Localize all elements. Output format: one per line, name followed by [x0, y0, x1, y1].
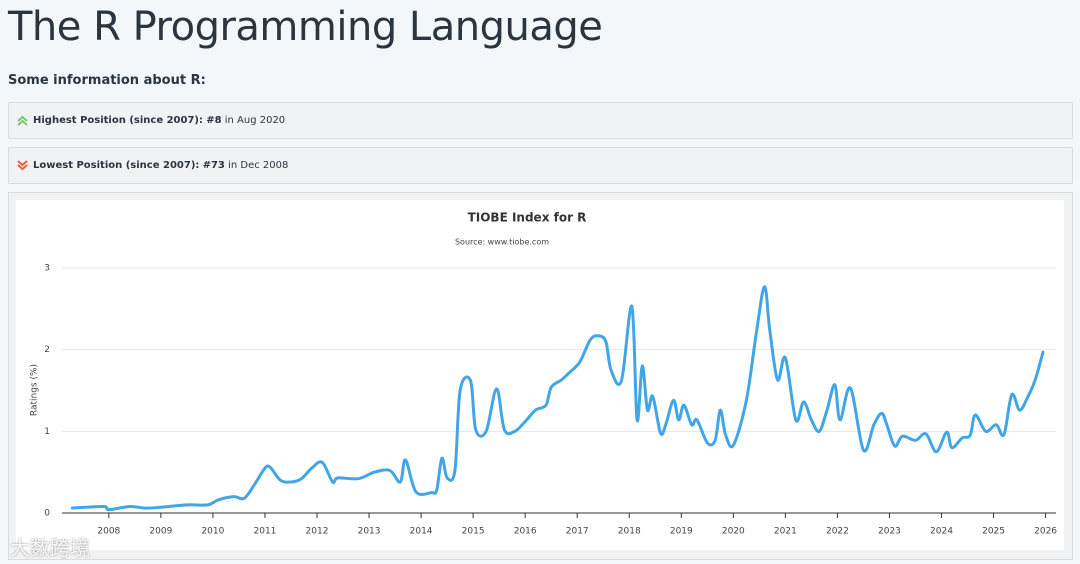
info-label: Lowest Position (since 2007):: [33, 160, 200, 171]
x-tick-label: 2011: [254, 527, 277, 537]
chart: TIOBE Index for R Source: www.tiobe.com …: [16, 200, 1064, 550]
x-tick-label: 2010: [201, 527, 224, 537]
info-value: #8: [206, 115, 222, 126]
x-tick-label: 2009: [149, 527, 172, 537]
info-value: #73: [202, 160, 225, 171]
info-label: Highest Position (since 2007):: [33, 115, 203, 126]
info-detail: in Dec 2008: [228, 160, 289, 171]
info-text: Highest Position (since 2007): #8 in Aug…: [33, 103, 285, 138]
x-tick-label: 2024: [930, 527, 953, 537]
x-tick-label: 2022: [826, 527, 849, 537]
x-tick-label: 2018: [618, 527, 641, 537]
x-tick-label: 2023: [878, 527, 901, 537]
down-icon: [17, 160, 28, 171]
y-tick-label: 2: [44, 345, 50, 355]
y-tick-label: 3: [44, 264, 50, 274]
x-tick-label: 2021: [774, 527, 797, 537]
x-tick-label: 2014: [410, 527, 433, 537]
y-tick-label: 1: [44, 427, 50, 437]
info-box: Highest Position (since 2007): #8 in Aug…: [8, 102, 1073, 139]
chart-subtitle: Source: www.tiobe.com: [455, 238, 549, 247]
info-box: Lowest Position (since 2007): #73 in Dec…: [8, 147, 1073, 184]
up-icon: [17, 115, 28, 126]
x-tick-label: 2012: [306, 527, 329, 537]
x-tick-label: 2019: [670, 527, 693, 537]
x-tick-label: 2013: [358, 527, 381, 537]
y-axis-label: Ratings (%): [30, 364, 40, 416]
x-tick-label: 2026: [1034, 527, 1057, 537]
x-tick-label: 2020: [722, 527, 745, 537]
x-tick-label: 2016: [514, 527, 537, 537]
info-detail: in Aug 2020: [224, 115, 286, 126]
x-tick-label: 2015: [462, 527, 485, 537]
page-title: The R Programming Language: [8, 4, 603, 50]
y-tick-label: 0: [44, 509, 50, 519]
intro: Some information about R:: [8, 73, 206, 88]
info-text: Lowest Position (since 2007): #73 in Dec…: [33, 148, 288, 183]
chart-title: TIOBE Index for R: [468, 211, 587, 225]
x-tick-label: 2017: [566, 527, 589, 537]
x-tick-label: 2008: [97, 527, 120, 537]
data-line: [70, 285, 1045, 512]
x-tick-label: 2025: [982, 527, 1005, 537]
watermark: 大数跨境: [10, 536, 90, 560]
